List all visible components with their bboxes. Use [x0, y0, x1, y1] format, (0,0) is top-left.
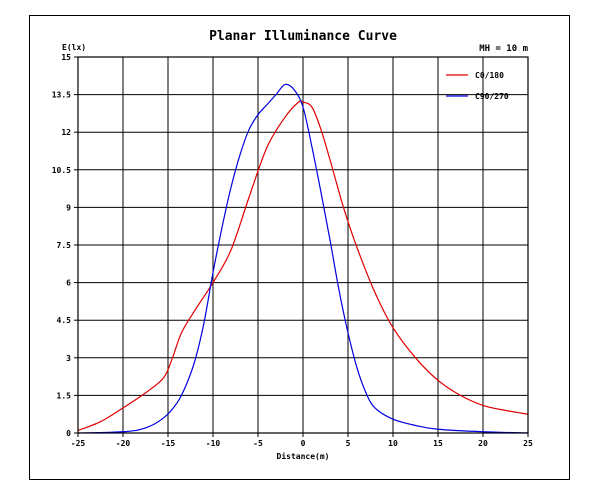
- plot-border: [77, 56, 529, 434]
- y-tick-label: 15: [61, 53, 71, 62]
- y-tick-label: 9: [66, 203, 71, 212]
- x-tick-label: -10: [206, 439, 221, 448]
- legend: C0/180 C90/270: [446, 71, 509, 101]
- y-tick-label: 4.5: [57, 316, 72, 325]
- y-tick-label: 10.5: [52, 166, 71, 175]
- y-tick-label: 6: [66, 279, 71, 288]
- x-tick-label: 0: [301, 439, 306, 448]
- x-tick-label: 25: [523, 439, 533, 448]
- x-tick-label: -15: [161, 439, 176, 448]
- x-tick-label: 15: [433, 439, 443, 448]
- legend-label: C0/180: [475, 71, 504, 80]
- y-tick-label: 1.5: [57, 391, 72, 400]
- y-tick-label: 12: [61, 128, 71, 137]
- chart-subtitle: MH = 10 m: [479, 44, 528, 54]
- series-layer: [77, 83, 529, 434]
- series-line-c90-270: [77, 83, 529, 434]
- y-tick-label: 0: [66, 429, 71, 438]
- x-axis-label: Distance(m): [277, 451, 330, 461]
- grid: [77, 56, 529, 434]
- x-tick-label: 20: [478, 439, 488, 448]
- x-tick-label: -20: [116, 439, 131, 448]
- y-tick-label: 3: [66, 354, 71, 363]
- y-tick-label: 7.5: [57, 241, 72, 250]
- y-axis-label: E(lx): [62, 43, 86, 52]
- axes: -25 -20 -15 -10 -5 0 5 10 15 20 25 0 1.5 3 4.5 6 7.5 9 10.…: [52, 53, 533, 448]
- x-tick-label: 10: [388, 439, 398, 448]
- y-tick-label: 13.5: [52, 91, 71, 100]
- x-tick-label: 5: [346, 439, 351, 448]
- chart-frame: [29, 15, 570, 480]
- labels: Planar Illuminance Curve MH = 10 m E(lx)…: [62, 29, 529, 461]
- legend-label: C90/270: [475, 92, 509, 101]
- x-tick-label: -5: [253, 439, 263, 448]
- x-tick-label: -25: [71, 439, 86, 448]
- chart-title: Planar Illuminance Curve: [209, 29, 397, 44]
